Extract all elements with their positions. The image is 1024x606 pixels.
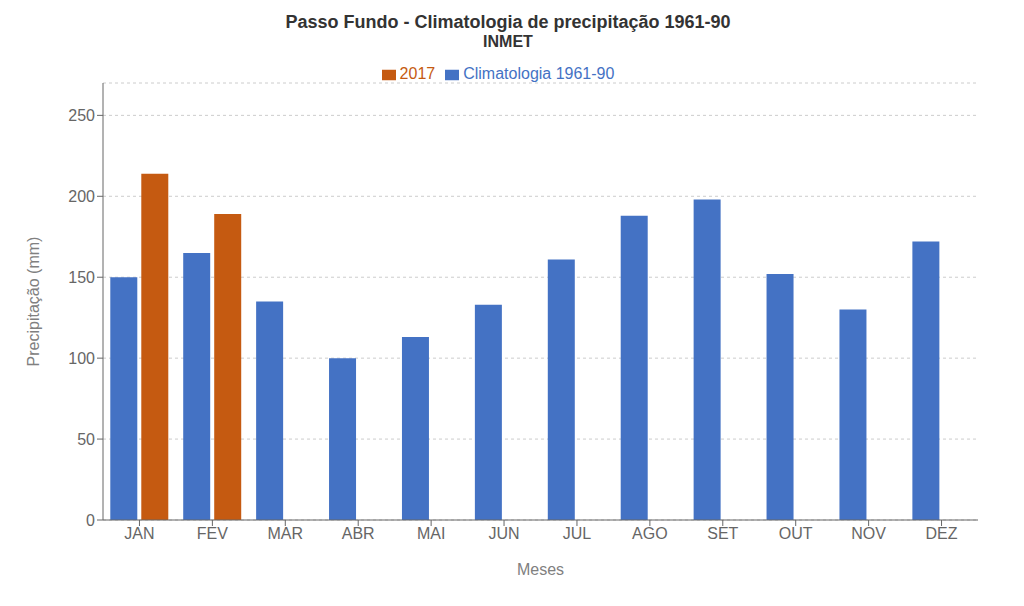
svg-text:0: 0 <box>86 512 95 529</box>
svg-text:250: 250 <box>68 107 95 124</box>
svg-text:ABR: ABR <box>342 525 375 542</box>
svg-text:Precipitação (mm): Precipitação (mm) <box>25 237 42 367</box>
svg-text:MAI: MAI <box>417 525 445 542</box>
svg-text:JUL: JUL <box>563 525 592 542</box>
svg-text:AGO: AGO <box>632 525 668 542</box>
svg-text:DEZ: DEZ <box>926 525 958 542</box>
svg-text:JUN: JUN <box>488 525 519 542</box>
html-text:Passo Fundo - Climatologia de: Passo Fundo - Climatologia de precipitaç… <box>285 12 731 32</box>
svg-text:MAR: MAR <box>268 525 304 542</box>
svg-text:150: 150 <box>68 269 95 286</box>
svg-text:FEV: FEV <box>197 525 228 542</box>
html-text:2017: 2017 <box>399 65 436 82</box>
svg-text:OUT: OUT <box>779 525 813 542</box>
svg-text:200: 200 <box>68 188 95 205</box>
svg-text:JAN: JAN <box>124 525 154 542</box>
html-text:Climatologia 1961-90: Climatologia 1961-90 <box>463 65 615 82</box>
html-text:INMET: INMET <box>483 33 533 50</box>
svg-text:Meses: Meses <box>517 561 564 578</box>
svg-text:NOV: NOV <box>851 525 886 542</box>
svg-text:50: 50 <box>77 431 95 448</box>
svg-text:100: 100 <box>68 350 95 367</box>
svg-text:SET: SET <box>707 525 738 542</box>
